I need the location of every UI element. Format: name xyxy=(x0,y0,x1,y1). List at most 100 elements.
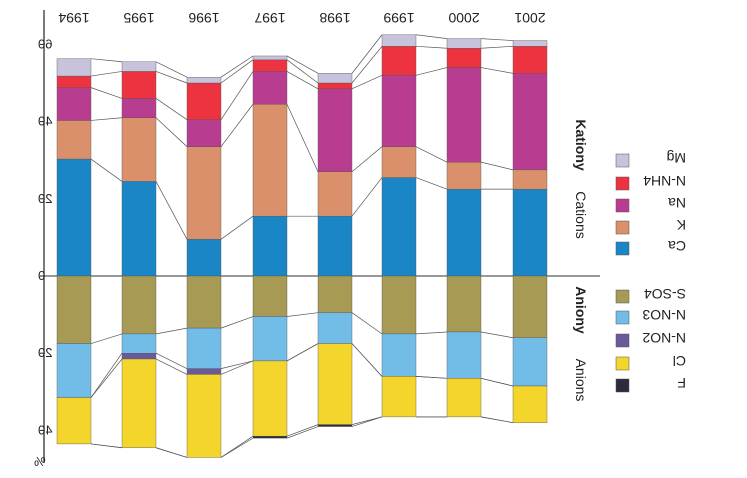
connector-line xyxy=(351,177,383,217)
connector-line xyxy=(155,61,188,78)
bar-segment-s-so4 xyxy=(252,275,288,317)
anions-label-cz: Aniony xyxy=(573,286,589,334)
connector-line xyxy=(480,377,514,387)
connector-line xyxy=(480,38,514,41)
connector-line xyxy=(286,343,319,362)
y-tick-label: 0 xyxy=(38,268,45,283)
year-label: 2001 xyxy=(514,10,545,26)
legend-label: K xyxy=(676,217,686,233)
legend-swatch-na xyxy=(615,198,630,213)
bar-segment-s-so4 xyxy=(381,275,417,335)
bar-segment-na xyxy=(512,73,548,171)
legend-swatch-n-no3 xyxy=(615,310,630,325)
connector-line xyxy=(155,98,188,120)
connector-line xyxy=(286,104,319,172)
connector-line xyxy=(155,352,188,369)
bar-segment-n-no3 xyxy=(186,327,222,369)
connector-line xyxy=(90,358,123,398)
connector-line xyxy=(351,416,383,427)
bar-segment-na xyxy=(381,75,417,147)
connector-line xyxy=(90,71,123,77)
y-tick-label: 60 xyxy=(38,36,52,51)
legend-label: Na xyxy=(668,195,686,211)
legend-swatch-cl xyxy=(615,356,630,371)
connector-line xyxy=(155,117,188,147)
y-tick-label: 20 xyxy=(38,345,52,360)
bar-segment-ca xyxy=(121,181,157,277)
connector-line xyxy=(90,117,123,121)
connector-line xyxy=(286,312,319,317)
connector-line xyxy=(351,343,383,377)
bar-segment-na xyxy=(446,67,482,163)
legend-swatch-n-no2 xyxy=(615,333,630,348)
connector-line xyxy=(415,177,448,190)
bar-segment-na xyxy=(186,119,222,147)
connector-line xyxy=(415,34,448,39)
legend-swatch-ca xyxy=(615,241,630,256)
connector-line xyxy=(220,316,254,329)
connector-line xyxy=(155,447,188,458)
bar-segment-k xyxy=(121,117,157,182)
year-label: 1998 xyxy=(319,10,350,26)
bar-segment-s-so4 xyxy=(56,275,92,344)
bar-segment-k xyxy=(446,161,482,190)
legend-label: Ca xyxy=(668,238,686,254)
bar-segment-n-no2 xyxy=(121,353,157,360)
legend-swatch-f xyxy=(615,378,630,393)
connector-line xyxy=(155,71,188,84)
bar-segment-n-no3 xyxy=(381,333,417,377)
connector-line xyxy=(220,215,254,240)
bar-segment-cl xyxy=(121,358,157,448)
connector-line xyxy=(415,146,448,163)
connector-line xyxy=(286,71,319,90)
bar-segment-n-no3 xyxy=(446,331,482,379)
anions-label: Anions xyxy=(573,359,589,402)
connector-line xyxy=(415,331,448,335)
connector-line xyxy=(220,104,254,147)
bar-segment-s-so4 xyxy=(186,275,222,329)
bar-segment-ca xyxy=(381,177,417,277)
connector-line xyxy=(220,59,254,84)
connector-line xyxy=(351,34,383,74)
year-label: 1996 xyxy=(188,10,219,26)
connector-line xyxy=(90,443,123,449)
connector-line xyxy=(90,87,123,99)
bar-segment-s-so4 xyxy=(317,275,353,313)
bar-segment-cl xyxy=(381,376,417,418)
legend-label: N-NH4 xyxy=(643,173,686,189)
legend-label: N-NO2 xyxy=(642,330,686,346)
connector-line xyxy=(415,376,448,379)
year-label: 1995 xyxy=(123,10,154,26)
connector-line xyxy=(480,161,514,171)
bar-segment-ca xyxy=(446,188,482,277)
connector-line xyxy=(415,67,448,76)
bar-segment-k xyxy=(317,171,353,217)
bar-segment-cl xyxy=(512,385,548,423)
connector-line xyxy=(90,158,123,182)
legend-swatch-k xyxy=(615,220,630,235)
bar-segment-cl xyxy=(252,360,288,437)
bar-segment-n-no3 xyxy=(56,343,92,398)
bar-segment-mg xyxy=(512,40,548,47)
connector-line xyxy=(351,146,383,173)
bar-segment-n-nh4 xyxy=(121,71,157,99)
bar-segment-mg xyxy=(317,73,353,84)
connector-line xyxy=(90,352,123,398)
bar-segment-ca xyxy=(252,215,288,277)
connector-line xyxy=(351,74,383,90)
connector-line xyxy=(220,55,254,78)
y-tick-label: 40 xyxy=(38,422,52,437)
year-label: 2000 xyxy=(448,10,479,26)
bar-segment-n-no2 xyxy=(186,368,222,375)
bar-segment-k xyxy=(186,146,222,240)
bar-segment-na xyxy=(317,88,353,172)
bar-segment-n-nh4 xyxy=(381,46,417,76)
connector-line xyxy=(480,331,514,339)
bar-segment-s-so4 xyxy=(446,275,482,333)
connector-line xyxy=(286,424,319,437)
bar-segment-mg xyxy=(121,61,157,72)
connector-line xyxy=(286,426,319,439)
y-tick-label: 40 xyxy=(38,114,52,129)
year-label: 1994 xyxy=(58,10,89,26)
